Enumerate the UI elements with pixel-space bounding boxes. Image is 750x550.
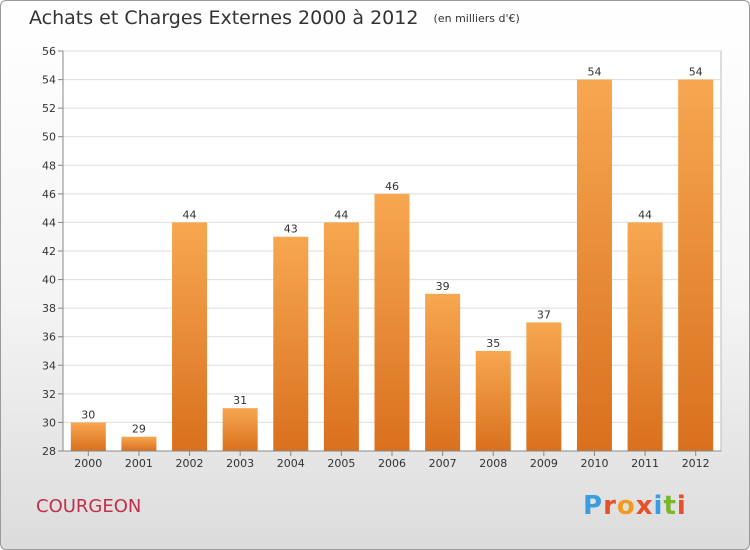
y-tick-label: 28 (42, 445, 56, 458)
x-tick-label: 2006 (378, 457, 406, 470)
x-tick-label: 2008 (479, 457, 507, 470)
logo-letter: x (635, 491, 654, 521)
logo-letter: r (603, 491, 617, 521)
data-label: 35 (486, 337, 500, 350)
data-label: 43 (284, 223, 298, 236)
bar-2011 (627, 222, 663, 451)
x-tick-label: 2001 (125, 457, 153, 470)
y-tick-label: 46 (42, 188, 56, 201)
logo-letter: t (663, 491, 677, 521)
bar-2012 (678, 79, 714, 452)
x-tick-label: 2009 (530, 457, 558, 470)
data-label: 29 (132, 423, 146, 436)
data-label: 44 (638, 208, 652, 221)
x-tick-label: 2000 (74, 457, 102, 470)
data-label: 31 (233, 394, 247, 407)
y-tick-label: 50 (42, 131, 56, 144)
data-label: 46 (385, 180, 399, 193)
commune-name: COURGEON (36, 496, 142, 517)
bar-2007 (425, 293, 461, 451)
data-label: 30 (81, 408, 95, 421)
bar-2009 (526, 322, 562, 451)
bar-2003 (222, 408, 258, 451)
y-tick-label: 34 (42, 359, 56, 372)
y-tick-label: 56 (42, 45, 56, 58)
y-tick-label: 30 (42, 416, 56, 429)
x-tick-label: 2005 (327, 457, 355, 470)
logo-letter: i (676, 491, 687, 521)
data-label: 39 (436, 280, 450, 293)
chart-title: Achats et Charges Externes 2000 à 2012 (29, 7, 419, 29)
data-label: 54 (587, 66, 601, 79)
x-tick-label: 2004 (277, 457, 305, 470)
bar-2000 (70, 422, 106, 451)
x-tick-label: 2007 (429, 457, 457, 470)
x-tick-label: 2012 (682, 457, 710, 470)
logo-letter: P (583, 491, 604, 521)
x-tick-label: 2010 (580, 457, 608, 470)
y-tick-label: 54 (42, 74, 56, 87)
y-tick-label: 40 (42, 274, 56, 287)
bar-2010 (576, 79, 612, 452)
x-tick-label: 2011 (631, 457, 659, 470)
data-label: 54 (689, 66, 703, 79)
unit-label: (en milliers d'€) (433, 12, 520, 25)
bar-2004 (273, 236, 309, 451)
proxiti-logo: Proxiti (583, 491, 687, 521)
bar-2008 (475, 351, 511, 451)
data-label: 44 (334, 208, 348, 221)
bar-2001 (121, 436, 157, 451)
y-tick-label: 44 (42, 216, 56, 229)
y-tick-label: 52 (42, 102, 56, 115)
data-label: 37 (537, 308, 551, 321)
logo-letter: i (653, 491, 664, 521)
y-tick-label: 38 (42, 302, 56, 315)
y-tick-label: 32 (42, 388, 56, 401)
x-tick-label: 2002 (176, 457, 204, 470)
bar-2005 (323, 222, 359, 451)
x-tick-label: 2003 (226, 457, 254, 470)
title-line: Achats et Charges Externes 2000 à 2012 (… (29, 7, 520, 29)
bar-2006 (374, 193, 410, 451)
bar-2002 (172, 222, 208, 451)
logo-letter: o (616, 491, 636, 521)
y-tick-label: 42 (42, 245, 56, 258)
y-tick-label: 48 (42, 159, 56, 172)
data-label: 44 (183, 208, 197, 221)
y-tick-label: 36 (42, 331, 56, 344)
